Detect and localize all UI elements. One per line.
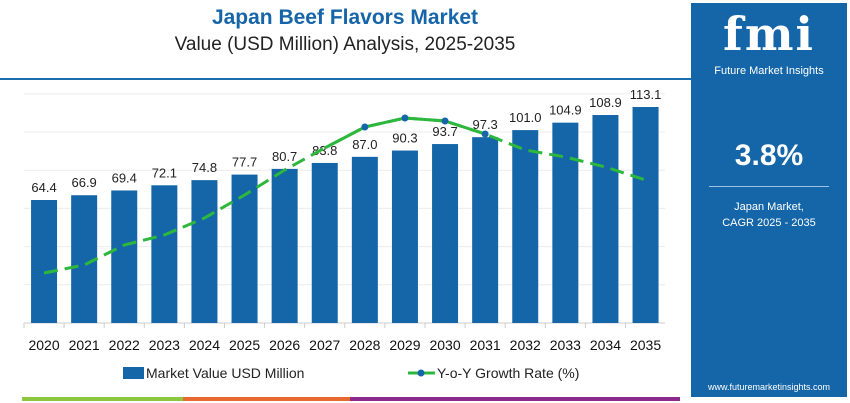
chart-subtitle: Value (USD Million) Analysis, 2025-2035 [174,34,516,55]
bar [151,185,178,323]
website-link[interactable]: www.futuremarketinsights.com [707,382,831,392]
chart-title: Japan Beef Flavors Market [211,6,479,29]
bar [472,137,499,323]
divider [709,186,829,187]
bar [111,190,138,323]
data-label: 80.7 [272,149,297,164]
chart: 64.4 2020 66.9 2021 69.4 2022 72.1 2023 74.8 2024… [23,87,665,381]
data-label: 97.3 [472,117,497,132]
x-tick-label: 2033 [550,337,581,353]
data-label: 64.4 [31,180,56,195]
data-label: 83.8 [312,143,337,158]
accent-bar-orange [183,397,350,401]
x-tick-label: 2034 [590,337,621,353]
x-tick-label: 2029 [389,337,420,353]
growth-marker [481,130,489,138]
sidebar-panel: fmi Future Market Insights 3.8% Japan Ma… [691,3,847,397]
brand-name: Future Market Insights [714,65,824,77]
growth-marker [361,123,369,131]
data-label: 93.7 [432,124,457,139]
data-label: 113.1 [630,87,662,102]
legend-line-label: Y-o-Y Growth Rate (%) [437,365,579,381]
cagr-label-line2: CAGR 2025 - 2035 [722,217,816,229]
data-label: 101.0 [509,110,542,125]
data-label: 108.9 [589,95,622,110]
bar [231,174,258,323]
bar [31,200,58,323]
x-tick-label: 2035 [630,337,661,353]
data-label: 69.4 [112,170,137,185]
x-tick-label: 2030 [429,337,460,353]
growth-marker [401,114,409,122]
x-tick-label: 2021 [69,337,100,353]
x-tick-label: 2024 [189,337,220,353]
legend-bar-swatch [123,367,144,379]
fmi-logo: fmi [723,7,815,61]
x-tick-label: 2027 [309,337,340,353]
bar [592,115,619,324]
x-tick-label: 2026 [269,337,300,353]
data-label: 104.9 [549,103,582,118]
cagr-label: Japan Market, CAGR 2025 - 2035 [691,199,847,231]
x-tick-label: 2032 [510,337,541,353]
bar [512,130,539,323]
accent-bar-purple [350,397,680,401]
bar [432,144,459,323]
bar [271,168,298,323]
data-label: 77.7 [232,155,257,170]
bar [311,162,338,323]
x-tick-label: 2020 [28,337,59,353]
x-tick-label: 2023 [149,337,180,353]
x-tick-label: 2022 [109,337,140,353]
growth-marker [441,117,449,125]
bar [632,107,659,323]
bar [191,180,218,323]
data-label: 87.0 [352,137,377,152]
legend-line-marker [417,369,425,377]
x-tick-label: 2031 [470,337,501,353]
x-tick-label: 2028 [349,337,380,353]
legend-bar-label: Market Value USD Million [146,365,304,381]
data-label: 66.9 [71,175,96,190]
growth-line-dashed [43,116,647,275]
bar [391,150,418,323]
cagr-label-line1: Japan Market, [734,201,804,213]
bar [351,156,378,323]
cagr-value: 3.8% [734,139,804,172]
accent-bar-green [22,397,183,401]
data-label: 72.1 [152,165,177,180]
x-tick-label: 2025 [229,337,260,353]
header-divider [0,78,692,80]
data-label: 90.3 [392,131,417,146]
bar [552,122,579,323]
data-label: 74.8 [192,160,217,175]
